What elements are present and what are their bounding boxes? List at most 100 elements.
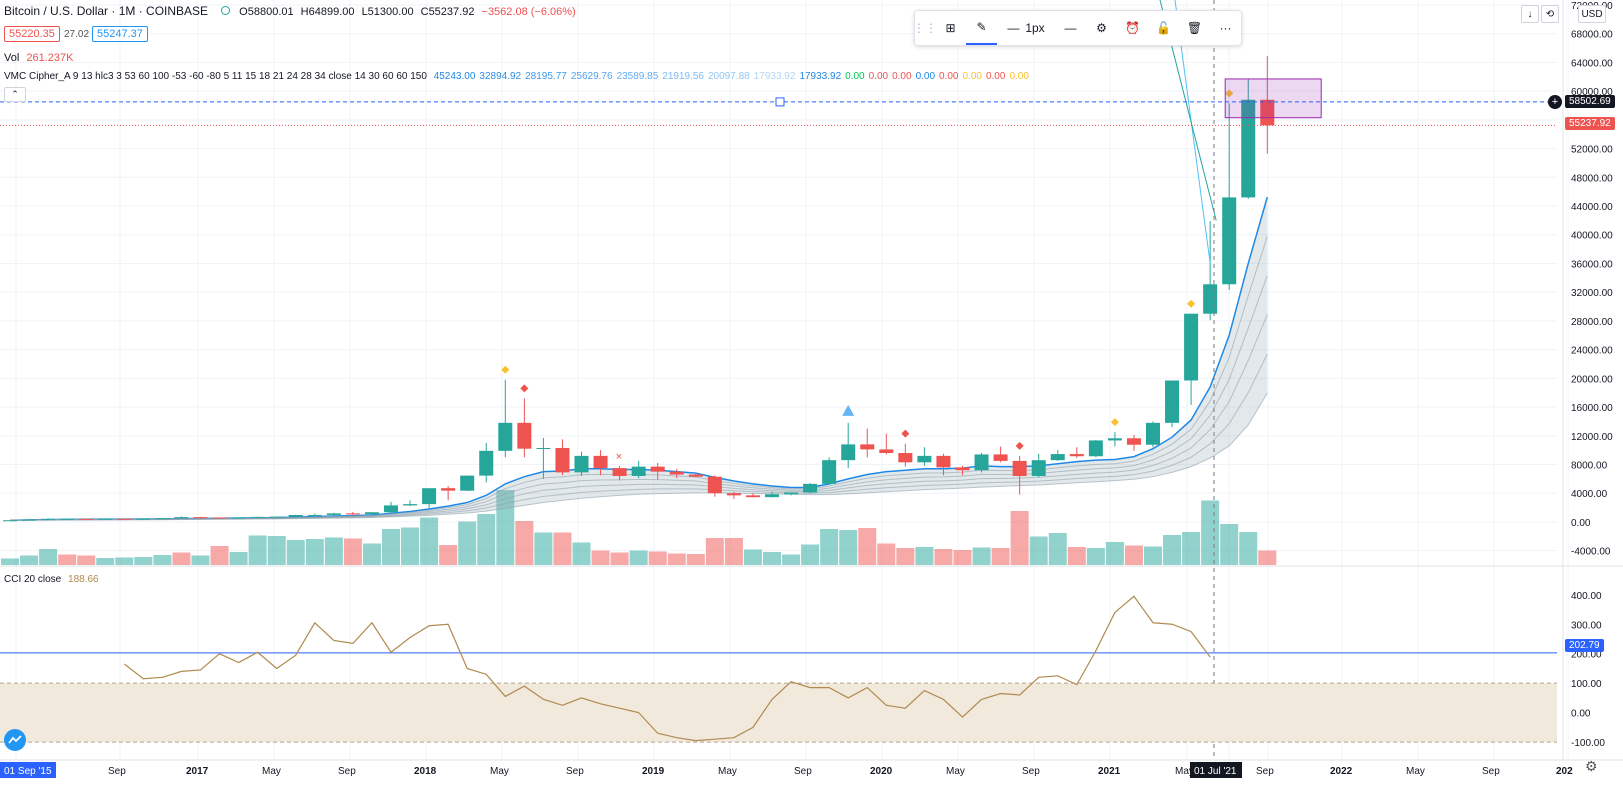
volume-bar: [953, 550, 972, 565]
templates-icon: ⊞: [945, 21, 956, 35]
line-color-button[interactable]: ✎: [965, 11, 997, 45]
scale-down-button[interactable]: ↓: [1521, 5, 1539, 23]
settings-button[interactable]: ⚙: [1086, 11, 1117, 45]
indicator-legend: VMC Cipher_A 9 13 hlc3 3 53 60 100 -53 -…: [4, 71, 1037, 82]
volume-bar: [877, 543, 896, 565]
candle-body: [98, 518, 113, 520]
cci-band: [0, 683, 1557, 743]
candle-body: [231, 517, 246, 519]
x-tick-label: 2019: [642, 766, 665, 777]
volume-bar: [458, 521, 477, 565]
chevron-up-icon: ⌃: [11, 89, 19, 99]
line-width-button[interactable]: — 1px: [997, 11, 1055, 45]
ohlc-change: −3562.08 (−6.06%): [481, 6, 576, 18]
line-width-label: 1px: [1025, 21, 1045, 35]
indicator-value-15: 0.00: [985, 71, 1006, 82]
reset-button[interactable]: ⟲: [1541, 5, 1559, 23]
candle-body: [441, 488, 456, 491]
templates-button[interactable]: ⊞: [935, 11, 966, 45]
volume-bar: [1220, 524, 1239, 565]
signal-diamond: [501, 365, 510, 374]
lock-button[interactable]: 🔓: [1148, 11, 1179, 45]
ask-price[interactable]: 55247.37: [92, 26, 148, 42]
candle-body: [403, 504, 418, 506]
volume-bar: [1144, 546, 1162, 565]
indicator-value-13: 0.00: [939, 71, 959, 82]
x-tick-label: May: [946, 766, 965, 777]
candle-body: [1126, 438, 1141, 445]
volume-bar: [1067, 547, 1086, 565]
indicator-label[interactable]: VMC Cipher_A 9 13 hlc3 3 53 60 100 -53 -…: [4, 71, 427, 82]
volume-bar: [96, 558, 115, 565]
spread-value: 27.02: [64, 29, 90, 40]
candle-body: [79, 518, 94, 520]
drag-handle-icon[interactable]: ⋮⋮: [913, 21, 937, 35]
candle-body: [1050, 454, 1065, 461]
volume-bar: [991, 548, 1010, 565]
volume-value: 261.237K: [26, 52, 74, 64]
settings-gear-icon[interactable]: ⚙: [1585, 758, 1598, 774]
candle-body: [269, 516, 284, 518]
cci-line: [123, 595, 1211, 742]
volume-bar: [343, 538, 362, 565]
indicator-value-2: 28195.77: [525, 71, 567, 82]
last-price-tag: 55237.92: [1565, 117, 1615, 130]
x-tick-label: 2020: [870, 766, 893, 777]
collapse-legend-button[interactable]: ⌃: [4, 87, 26, 102]
candle-body: [60, 518, 75, 520]
cci-value: 188.66: [68, 574, 99, 585]
x-tick-label: 2022: [1330, 766, 1353, 777]
x-tick-label: Sep: [1022, 766, 1040, 777]
y-tick-label: 44000.00: [1571, 202, 1613, 213]
volume-bar: [1048, 533, 1067, 565]
more-button[interactable]: ···: [1210, 11, 1241, 45]
indicator-value-6: 20097.88: [708, 71, 750, 82]
alert-button[interactable]: ⏰: [1117, 11, 1148, 45]
volume-bar: [629, 550, 648, 565]
cci-label[interactable]: CCI 20 close: [4, 574, 62, 585]
y-tick-label: 60000.00: [1571, 87, 1613, 98]
line-style-button[interactable]: —: [1055, 11, 1086, 45]
tradingview-logo-icon[interactable]: [4, 729, 26, 751]
x-tick-label: May: [490, 766, 509, 777]
volume-bar: [248, 535, 267, 565]
candle-body: [1012, 460, 1027, 476]
volume-bar: [1163, 535, 1182, 565]
logo-mark: [8, 735, 22, 744]
cci-tick-label: -100.00: [1571, 738, 1605, 749]
y-tick-label: 4000.00: [1571, 489, 1608, 500]
candle-body: [422, 488, 437, 505]
volume-bar: [20, 555, 39, 565]
volume-bar: [439, 545, 458, 565]
candle-body: [936, 455, 951, 468]
currency-button[interactable]: USD: [1578, 5, 1606, 23]
volume-bar: [77, 555, 96, 565]
delete-button[interactable]: 🗑: [1179, 11, 1210, 45]
candle-body: [955, 467, 970, 471]
ohlc-low: L51300.00: [361, 6, 414, 18]
candle-body: [784, 492, 799, 495]
candle-body: [612, 468, 627, 476]
bid-price[interactable]: 55220.35: [4, 26, 60, 42]
volume-bar: [153, 555, 172, 565]
candle-body: [22, 519, 37, 521]
symbol-title[interactable]: Bitcoin / U.S. Dollar · 1M · COINBASE: [4, 4, 209, 18]
indicator-value-11: 0.00: [892, 71, 912, 82]
volume-bar: [477, 514, 496, 565]
time-tag-cursor: [1190, 762, 1242, 778]
y-tick-label: 0.00: [1571, 518, 1591, 529]
y-tick-label: -4000.00: [1571, 547, 1611, 558]
candle-body: [384, 505, 398, 513]
volume-bar: [801, 544, 820, 565]
indicator-value-0: 45243.00: [433, 71, 476, 82]
cci-tick-label: 100.00: [1571, 679, 1602, 690]
candle-body: [898, 453, 913, 463]
add-alert-icon[interactable]: +: [1548, 95, 1562, 109]
candle-body: [136, 518, 151, 520]
signal-cross: ×: [616, 451, 622, 463]
volume-bar: [591, 550, 610, 565]
ohlc-high: H64899.00: [300, 6, 355, 18]
x-tick-label: 2018: [414, 766, 437, 777]
